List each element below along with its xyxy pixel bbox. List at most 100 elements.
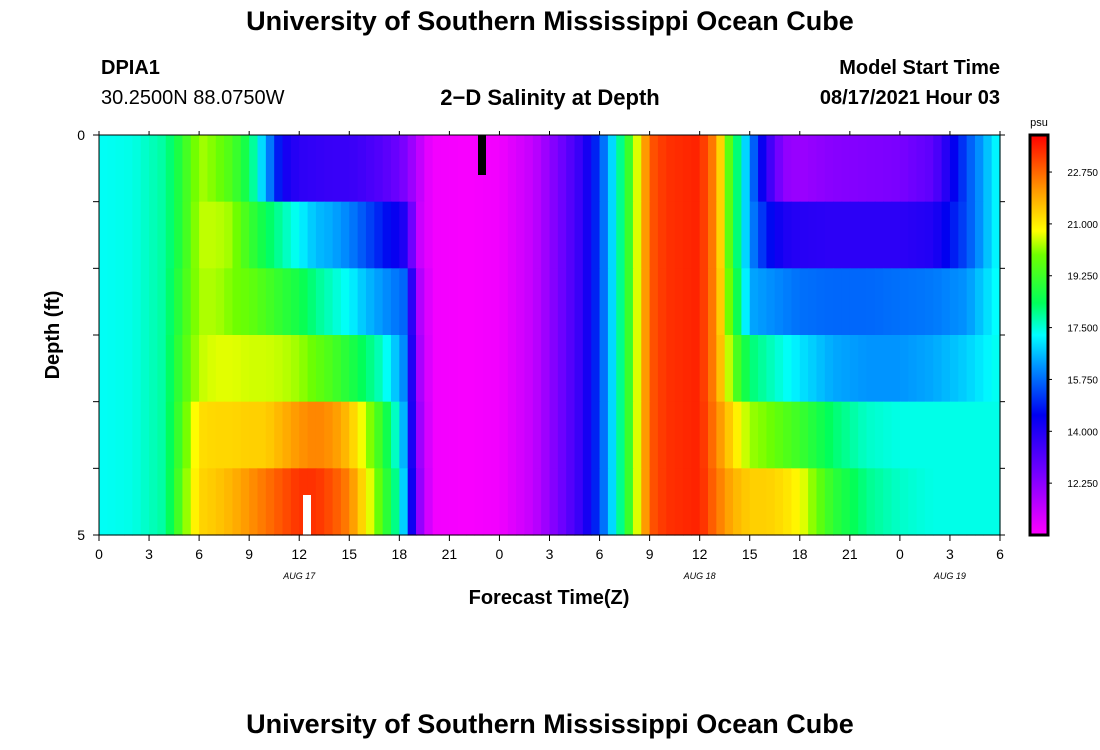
heatmap-cell	[215, 268, 225, 336]
heatmap-cell	[791, 268, 801, 336]
heatmap-cell	[632, 401, 642, 469]
x-tick-label: 3	[145, 546, 153, 562]
heatmap-cell	[115, 135, 125, 203]
heatmap-cell	[149, 268, 158, 336]
heatmap-cell	[190, 335, 200, 403]
heatmap-cell	[866, 268, 876, 336]
heatmap-cell	[582, 201, 592, 269]
heatmap-cell	[657, 201, 667, 269]
heatmap-cell	[299, 135, 309, 203]
heatmap-cell	[883, 401, 893, 469]
heatmap-cell	[557, 201, 567, 269]
heatmap-cell	[599, 335, 609, 403]
heatmap-cell	[566, 135, 576, 203]
heatmap-cell	[624, 401, 634, 469]
plot-title: 2−D Salinity at Depth	[440, 85, 660, 110]
heatmap-cell	[157, 268, 167, 336]
heatmap-cell	[466, 135, 476, 203]
heatmap-cell	[224, 135, 234, 203]
heatmap-cell	[307, 401, 317, 469]
heatmap-cell	[349, 135, 359, 203]
heatmap-cell	[858, 201, 868, 269]
heatmap-cell	[624, 268, 634, 336]
heatmap-cell	[290, 468, 300, 536]
heatmap-cell	[649, 268, 659, 336]
x-tick-label: 15	[341, 546, 357, 562]
heatmap-cell	[174, 135, 184, 203]
heatmap-cell	[390, 135, 400, 203]
heatmap-cell	[758, 401, 767, 469]
heatmap-cell	[165, 135, 175, 203]
heatmap-cell	[516, 268, 526, 336]
x-tick-label: 12	[692, 546, 708, 562]
heatmap-cell	[849, 401, 859, 469]
heatmap-cell	[240, 468, 250, 536]
heatmap-cell	[791, 468, 801, 536]
x-tick-label: 18	[392, 546, 408, 562]
heatmap-cell	[941, 401, 951, 469]
heatmap-cell	[432, 401, 442, 469]
heatmap-cell	[265, 268, 275, 336]
heatmap-cell	[974, 201, 984, 269]
colorbar-tick-label: 15.750	[1067, 375, 1098, 386]
heatmap-cell	[532, 135, 542, 203]
heatmap-cell	[966, 401, 976, 469]
heatmap-cell	[616, 335, 626, 403]
heatmap-cell	[766, 268, 776, 336]
heatmap-cell	[791, 401, 801, 469]
heatmap-cell	[115, 201, 125, 269]
heatmap-cell	[699, 468, 709, 536]
heatmap-cell	[441, 201, 450, 269]
heatmap-cell	[783, 135, 793, 203]
heatmap-cell	[282, 335, 292, 403]
heatmap-cell	[816, 468, 826, 536]
heatmap-cell	[716, 268, 726, 336]
heatmap-cell	[674, 335, 684, 403]
heatmap-cell	[599, 401, 609, 469]
heatmap-cell	[365, 135, 375, 203]
heatmap-cell	[299, 401, 309, 469]
heatmap-cell	[916, 468, 926, 536]
heatmap-cell	[165, 268, 175, 336]
x-tick-label: 0	[896, 546, 904, 562]
heatmap-cell	[257, 268, 267, 336]
heatmap-cell	[691, 401, 701, 469]
heatmap-cell	[140, 135, 150, 203]
heatmap-cell	[507, 201, 517, 269]
heatmap-cell	[624, 201, 634, 269]
heatmap-cell	[974, 468, 984, 536]
heatmap-cell	[574, 335, 584, 403]
heatmap-cell	[290, 401, 300, 469]
heatmap-cell	[574, 401, 584, 469]
heatmap-cell	[449, 201, 459, 269]
heatmap-cell	[190, 268, 200, 336]
heatmap-cell	[883, 201, 893, 269]
heatmap-cell	[482, 135, 492, 203]
heatmap-cell	[224, 335, 234, 403]
heatmap-cell	[833, 401, 843, 469]
heatmap-cell	[682, 268, 692, 336]
chart-title: University of Southern Mississippi Ocean…	[246, 6, 854, 36]
heatmap-cell	[315, 201, 325, 269]
heatmap-cell	[541, 401, 551, 469]
heatmap-cell	[324, 201, 334, 269]
heatmap-cell	[582, 135, 592, 203]
heatmap-cell	[582, 468, 592, 536]
heatmap-cell	[332, 468, 342, 536]
heatmap-cell	[933, 268, 943, 336]
heatmap-cell	[407, 135, 417, 203]
heatmap-cell	[599, 468, 609, 536]
heatmap-cell	[883, 268, 893, 336]
heatmap-cell	[874, 268, 884, 336]
heatmap-cell	[858, 335, 868, 403]
heatmap-cell	[532, 335, 542, 403]
heatmap-cell	[733, 468, 742, 536]
colorbar-unit: psu	[1030, 117, 1048, 129]
heatmap-cell	[674, 201, 684, 269]
heatmap-cell	[324, 268, 334, 336]
heatmap-cell	[674, 468, 684, 536]
heatmap-cell	[758, 135, 767, 203]
heatmap-cell	[399, 201, 409, 269]
heatmap-cell	[190, 401, 200, 469]
heatmap-cell	[349, 268, 359, 336]
